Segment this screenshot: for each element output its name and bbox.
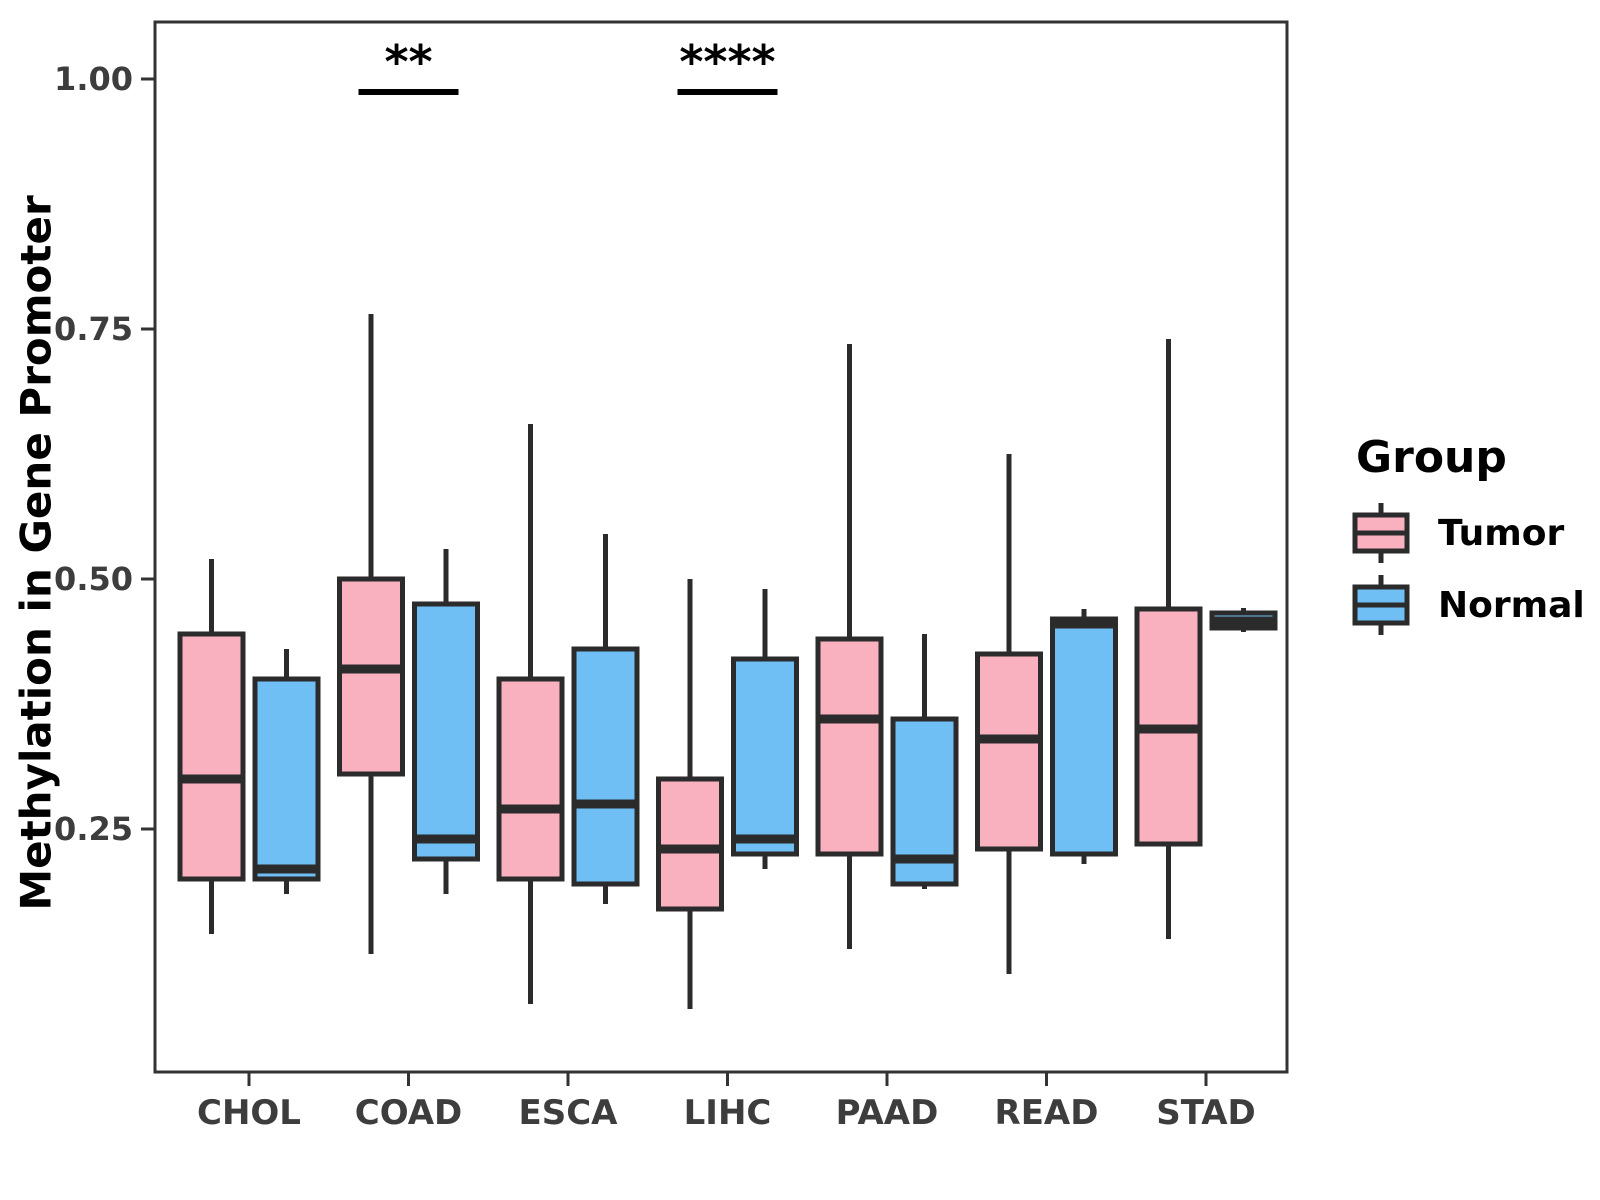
legend: Group Tumor Normal: [1338, 432, 1585, 645]
x-tick-label-CHOL: CHOL: [197, 1093, 301, 1133]
x-tick-label-READ: READ: [995, 1093, 1099, 1133]
y-tick-label: 0.50: [54, 560, 133, 598]
y-tick-label: 0.25: [54, 810, 133, 848]
box-ESCA-Tumor: [496, 676, 565, 882]
box-COAD-Tumor: [337, 576, 405, 777]
significance-label-LIHC: ****: [679, 35, 775, 89]
box-LIHC-Normal: [731, 656, 799, 857]
box-PAAD-Tumor: [815, 636, 884, 857]
legend-item-normal: Normal: [1338, 573, 1585, 637]
legend-title: Group: [1356, 432, 1507, 483]
significance-label-COAD: **: [384, 35, 432, 89]
x-tick-label-LIHC: LIHC: [684, 1093, 772, 1133]
legend-label-normal: Normal: [1438, 584, 1585, 626]
x-tick-label-COAD: COAD: [355, 1093, 462, 1133]
box-ESCA-Normal: [571, 646, 640, 887]
box-READ-Tumor: [975, 651, 1043, 852]
y-tick-label: 1.00: [54, 60, 133, 98]
box-READ-Normal: [1050, 616, 1118, 857]
x-tick-label-ESCA: ESCA: [519, 1093, 619, 1133]
x-tick-label-STAD: STAD: [1156, 1093, 1256, 1133]
box-CHOL-Normal: [252, 676, 321, 882]
box-LIHC-Tumor: [656, 776, 724, 912]
legend-item-tumor: Tumor: [1338, 501, 1585, 565]
y-tick-label: 0.75: [54, 310, 133, 348]
normal-boxplot-swatch-icon: [1352, 575, 1410, 635]
x-tick-label-PAAD: PAAD: [836, 1093, 939, 1133]
legend-label-tumor: Tumor: [1438, 512, 1565, 554]
panel-border: [153, 20, 1289, 1074]
tumor-boxplot-swatch-icon: [1352, 503, 1410, 563]
box-CHOL-Tumor: [177, 631, 246, 882]
box-COAD-Normal: [412, 601, 480, 862]
